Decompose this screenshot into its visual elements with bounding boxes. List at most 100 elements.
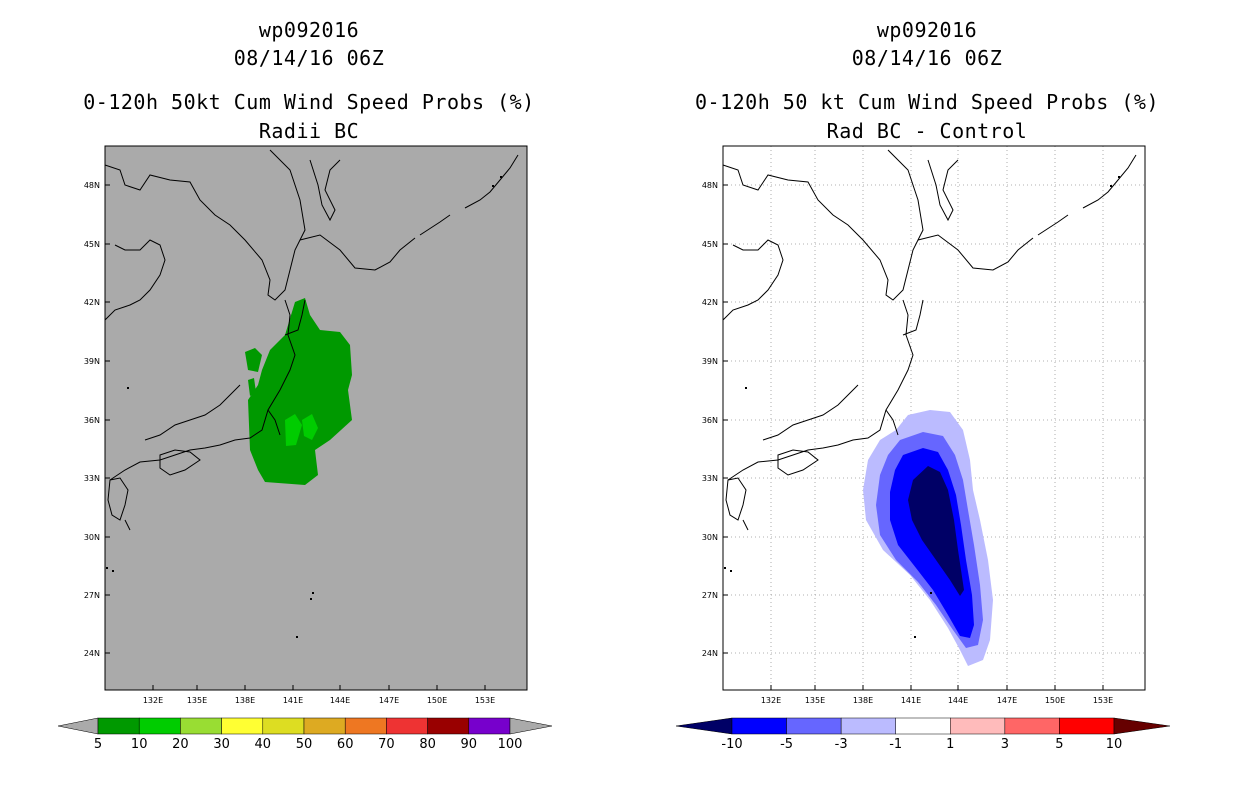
left-colorbar-label: 40	[255, 737, 272, 752]
right-colorbar-label: -3	[835, 737, 848, 752]
right-colorbar-box	[786, 717, 842, 735]
right-colorbar-box	[1004, 717, 1060, 735]
right-subtitle: Rad BC - Control	[826, 119, 1028, 143]
left-prob-10-20-b	[302, 414, 318, 440]
right-colorbar-label: -10	[721, 737, 742, 752]
right-colorbar-label: 3	[1001, 737, 1009, 752]
left-lon-label: 132E	[143, 696, 163, 705]
right-date: 08/14/16 06Z	[851, 46, 1003, 70]
left-lat-labels: 48N 45N 42N 39N 36N 33N 30N 27N 24N	[84, 181, 100, 658]
right-lat-label: 42N	[702, 298, 718, 307]
left-colorbar-label: 50	[296, 737, 313, 752]
left-lon-label: 144E	[330, 696, 350, 705]
right-colorbar-box	[895, 717, 951, 735]
right-colorbar-label: 5	[1055, 737, 1063, 752]
left-axis-ticks	[105, 184, 486, 690]
left-colorbar-label: 100	[498, 737, 523, 752]
left-prob-10-20-a	[285, 414, 302, 446]
right-lon-label: 132E	[761, 696, 781, 705]
right-colorbar-low-end	[675, 717, 733, 735]
right-colorbar-box	[950, 717, 1006, 735]
right-lon-label: 138E	[853, 696, 873, 705]
left-title: 0-120h 50kt Cum Wind Speed Probs (%)	[83, 90, 535, 114]
right-map-svg: 48N 45N 42N 39N 36N 33N 30N 27N 24N 132E…	[675, 145, 1171, 752]
right-diff-below-minus10	[908, 466, 964, 596]
right-lat-labels: 48N 45N 42N 39N 36N 33N 30N 27N 24N	[702, 181, 718, 658]
right-colorbar-label: -5	[780, 737, 793, 752]
left-lat-label: 48N	[84, 181, 100, 190]
right-axis-ticks	[723, 184, 1104, 690]
left-colorbar-box	[221, 717, 264, 735]
right-lat-label: 48N	[702, 181, 718, 190]
right-colorbar-label: 10	[1106, 737, 1123, 752]
left-colorbar-high-end	[509, 717, 553, 735]
right-lat-label: 30N	[702, 533, 718, 542]
right-colorbar-label: -1	[889, 737, 902, 752]
left-lon-label: 150E	[427, 696, 447, 705]
left-coastlines	[104, 149, 519, 531]
left-map-panel: wp092016 08/14/16 06Z 0-120h 50kt Cum Wi…	[57, 18, 553, 752]
right-small-islands	[724, 176, 1120, 638]
right-lon-label: 144E	[948, 696, 968, 705]
left-colorbar-box	[97, 717, 140, 735]
right-lon-label: 147E	[997, 696, 1017, 705]
left-subtitle: Radii BC	[258, 119, 360, 143]
left-colorbar-label: 30	[213, 737, 230, 752]
right-colorbar-label: 1	[946, 737, 954, 752]
right-colorbar-high-end	[1113, 717, 1171, 735]
left-lon-label: 135E	[187, 696, 207, 705]
left-prob-5-10	[248, 298, 352, 485]
right-lat-label: 27N	[702, 591, 718, 600]
left-small-islands	[106, 176, 502, 638]
right-colorbar: -10 -5 -3 -1 1 3 5 10	[675, 717, 1171, 752]
left-lat-label: 39N	[84, 357, 100, 366]
left-colorbar-label: 60	[337, 737, 354, 752]
left-storm-id: wp092016	[258, 18, 360, 42]
right-lon-label: 150E	[1045, 696, 1065, 705]
right-storm-id: wp092016	[876, 18, 978, 42]
right-lon-labels: 132E 135E 138E 141E 144E 147E 150E 153E	[761, 696, 1113, 705]
left-colorbar-box	[180, 717, 222, 735]
left-colorbar-box	[468, 717, 511, 735]
left-date: 08/14/16 06Z	[233, 46, 385, 70]
left-lon-label: 147E	[379, 696, 399, 705]
right-colorbar-box	[731, 717, 787, 735]
left-lat-label: 42N	[84, 298, 100, 307]
right-lon-label: 141E	[901, 696, 921, 705]
left-lon-labels: 132E 135E 138E 141E 144E 147E 150E 153E	[143, 696, 495, 705]
right-lat-label: 45N	[702, 240, 718, 249]
left-lat-label: 27N	[84, 591, 100, 600]
left-colorbar-low-end	[57, 717, 99, 735]
left-colorbar-label: 70	[378, 737, 395, 752]
left-lat-label: 30N	[84, 533, 100, 542]
left-colorbar-box	[262, 717, 305, 735]
left-map-frame	[104, 145, 528, 691]
right-lat-label: 36N	[702, 416, 718, 425]
left-colorbar-box	[303, 717, 346, 735]
left-map-svg: 48N 45N 42N 39N 36N 33N 30N 27N 24N 132E…	[57, 145, 553, 752]
left-colorbar: 5 10 20 30 40 50 60 70 80 90 100	[57, 717, 553, 752]
left-colorbar-label: 90	[461, 737, 478, 752]
right-lon-label: 135E	[805, 696, 825, 705]
right-coastlines	[722, 149, 1137, 531]
left-lat-label: 24N	[84, 649, 100, 658]
left-colorbar-box	[138, 717, 181, 735]
left-prob-5-10-spot	[248, 378, 256, 396]
right-map-panel: wp092016 08/14/16 06Z 0-120h 50 kt Cum W…	[618, 0, 1236, 800]
right-title: 0-120h 50 kt Cum Wind Speed Probs (%)	[694, 90, 1160, 114]
left-lon-label: 153E	[475, 696, 495, 705]
left-lat-label: 33N	[84, 474, 100, 483]
left-lat-label: 36N	[84, 416, 100, 425]
left-colorbar-label: 20	[172, 737, 189, 752]
left-prob-5-10-island	[245, 348, 262, 372]
left-lon-label: 141E	[283, 696, 303, 705]
right-lat-label: 39N	[702, 357, 718, 366]
right-lon-label: 153E	[1093, 696, 1113, 705]
right-map-frame	[722, 145, 1146, 691]
left-colorbar-box	[427, 717, 470, 735]
left-colorbar-box	[344, 717, 387, 735]
left-colorbar-box	[386, 717, 428, 735]
left-lat-label: 45N	[84, 240, 100, 249]
right-colorbar-box	[1059, 717, 1115, 735]
right-colorbar-box	[840, 717, 896, 735]
